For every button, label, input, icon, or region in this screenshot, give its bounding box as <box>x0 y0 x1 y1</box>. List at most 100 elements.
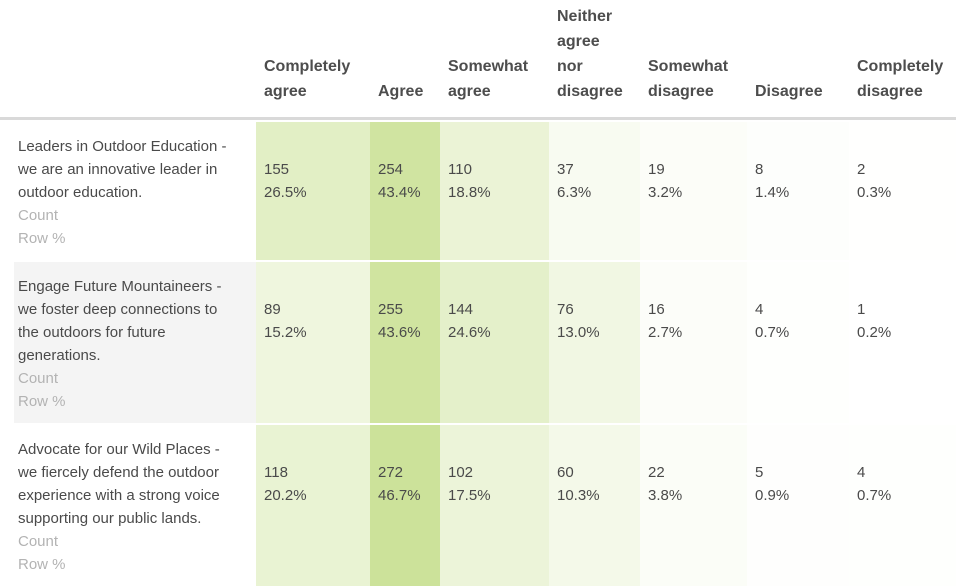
row-statement-cell: Engage Future Mountaineers - we foster de… <box>0 262 256 425</box>
value-cell-r1-c5: 4 0.7% <box>747 262 849 425</box>
value-cell-r2-c0: 118 20.2% <box>256 425 370 588</box>
cell-count: 4 <box>755 301 764 318</box>
value-cell-r2-c1: 272 46.7% <box>370 425 440 588</box>
cell-count: 254 <box>378 161 404 178</box>
cell-row-percent: 3.8% <box>648 487 683 504</box>
cell-row-percent: 15.2% <box>264 324 307 341</box>
column-header-line: Somewhat <box>648 58 729 75</box>
cell-row-percent: 0.3% <box>857 184 892 201</box>
cell-row-percent: 0.9% <box>755 487 790 504</box>
cell-count: 110 <box>448 161 472 178</box>
cell-count: 272 <box>378 464 404 481</box>
column-header-1: Agree <box>370 0 440 120</box>
row-statement-line: we foster deep connections to <box>18 301 218 318</box>
cell-row-percent: 0.7% <box>755 324 790 341</box>
cell-count: 2 <box>857 161 866 178</box>
metric-label: Row % <box>18 556 66 573</box>
column-header-line: Completely <box>857 58 944 75</box>
column-header-4: Somewhat disagree <box>640 0 747 120</box>
cell-row-percent: 6.3% <box>557 184 592 201</box>
column-header-line: Agree <box>378 83 424 100</box>
value-cell-r0-c4: 19 3.2% <box>640 120 747 262</box>
metric-label: Count <box>18 533 59 550</box>
value-cell-r1-c2: 144 24.6% <box>440 262 549 425</box>
value-cell-r1-c3: 76 13.0% <box>549 262 640 425</box>
table-row: Advocate for our Wild Places - we fiercel… <box>0 425 956 588</box>
row-statement-line: generations. <box>18 347 101 364</box>
cell-count: 5 <box>755 464 764 481</box>
cell-row-percent: 0.7% <box>857 487 892 504</box>
cell-count: 1 <box>857 301 866 318</box>
table-row: Engage Future Mountaineers - we foster de… <box>0 262 956 425</box>
cell-row-percent: 2.7% <box>648 324 683 341</box>
value-cell-r0-c3: 37 6.3% <box>549 120 640 262</box>
cell-count: 16 <box>648 301 665 318</box>
value-cell-r2-c6: 4 0.7% <box>849 425 956 588</box>
cell-count: 22 <box>648 464 665 481</box>
column-header-line: disagree <box>857 83 923 100</box>
cell-row-percent: 10.3% <box>557 487 600 504</box>
table-body: Leaders in Outdoor Education - we are an … <box>0 120 956 588</box>
column-header-line: Somewhat <box>448 58 529 75</box>
cell-count: 76 <box>557 301 574 318</box>
cell-row-percent: 3.2% <box>648 184 683 201</box>
cell-count: 4 <box>857 464 866 481</box>
cell-row-percent: 20.2% <box>264 487 307 504</box>
cell-count: 37 <box>557 161 574 178</box>
row-statement-cell: Leaders in Outdoor Education - we are an … <box>0 120 256 262</box>
cell-row-percent: 26.5% <box>264 184 307 201</box>
metric-label: Row % <box>18 393 66 410</box>
cell-count: 144 <box>448 301 474 318</box>
column-header-2: Somewhat agree <box>440 0 549 120</box>
row-statement-line: experience with a strong voice <box>18 487 220 504</box>
column-header-0: Completely agree <box>256 0 370 120</box>
cell-count: 118 <box>264 464 288 481</box>
value-cell-r0-c2: 110 18.8% <box>440 120 549 262</box>
cell-row-percent: 13.0% <box>557 324 600 341</box>
cell-row-percent: 24.6% <box>448 324 491 341</box>
cell-row-percent: 1.4% <box>755 184 790 201</box>
value-cell-r1-c0: 89 15.2% <box>256 262 370 425</box>
column-header-line: disagree <box>648 83 714 100</box>
column-header-line: nor <box>557 58 583 75</box>
cell-count: 19 <box>648 161 665 178</box>
value-cell-r1-c4: 16 2.7% <box>640 262 747 425</box>
row-statement-line: outdoor education. <box>18 184 143 201</box>
column-header-3: Neither agree nor disagree <box>549 0 640 120</box>
column-header-6: Completely disagree <box>849 0 956 120</box>
column-header-line: Completely <box>264 58 351 75</box>
value-cell-r2-c5: 5 0.9% <box>747 425 849 588</box>
header-row: Completely agree Agree Somewhat agree Neither… <box>0 0 956 120</box>
row-label-header <box>0 0 256 120</box>
cell-count: 60 <box>557 464 574 481</box>
value-cell-r0-c5: 8 1.4% <box>747 120 849 262</box>
column-header-line: agree <box>448 83 491 100</box>
value-cell-r1-c6: 1 0.2% <box>849 262 956 425</box>
column-header-line: Neither <box>557 8 613 25</box>
row-statement-line: Leaders in Outdoor Education - <box>18 138 227 155</box>
cell-count: 89 <box>264 301 281 318</box>
row-statement-line: supporting our public lands. <box>18 510 202 527</box>
row-statement-line: Engage Future Mountaineers - <box>18 278 222 295</box>
row-statement-cell: Advocate for our Wild Places - we fiercel… <box>0 425 256 588</box>
column-header-line: disagree <box>557 83 623 100</box>
cell-row-percent: 18.8% <box>448 184 491 201</box>
column-header-line: Disagree <box>755 83 823 100</box>
value-cell-r2-c2: 102 17.5% <box>440 425 549 588</box>
row-statement-line: we are an innovative leader in <box>18 161 218 178</box>
value-cell-r0-c1: 254 43.4% <box>370 120 440 262</box>
column-header-5: Disagree <box>747 0 849 120</box>
column-header-line: agree <box>557 33 600 50</box>
value-cell-r1-c1: 255 43.6% <box>370 262 440 425</box>
cell-row-percent: 46.7% <box>378 487 421 504</box>
value-cell-r2-c4: 22 3.8% <box>640 425 747 588</box>
table-row: Leaders in Outdoor Education - we are an … <box>0 120 956 262</box>
table-header: Completely agree Agree Somewhat agree Neither… <box>0 0 956 120</box>
value-cell-r0-c6: 2 0.3% <box>849 120 956 262</box>
cell-row-percent: 43.6% <box>378 324 421 341</box>
column-header-line: agree <box>264 83 307 100</box>
cell-count: 102 <box>448 464 474 481</box>
value-cell-r2-c3: 60 10.3% <box>549 425 640 588</box>
